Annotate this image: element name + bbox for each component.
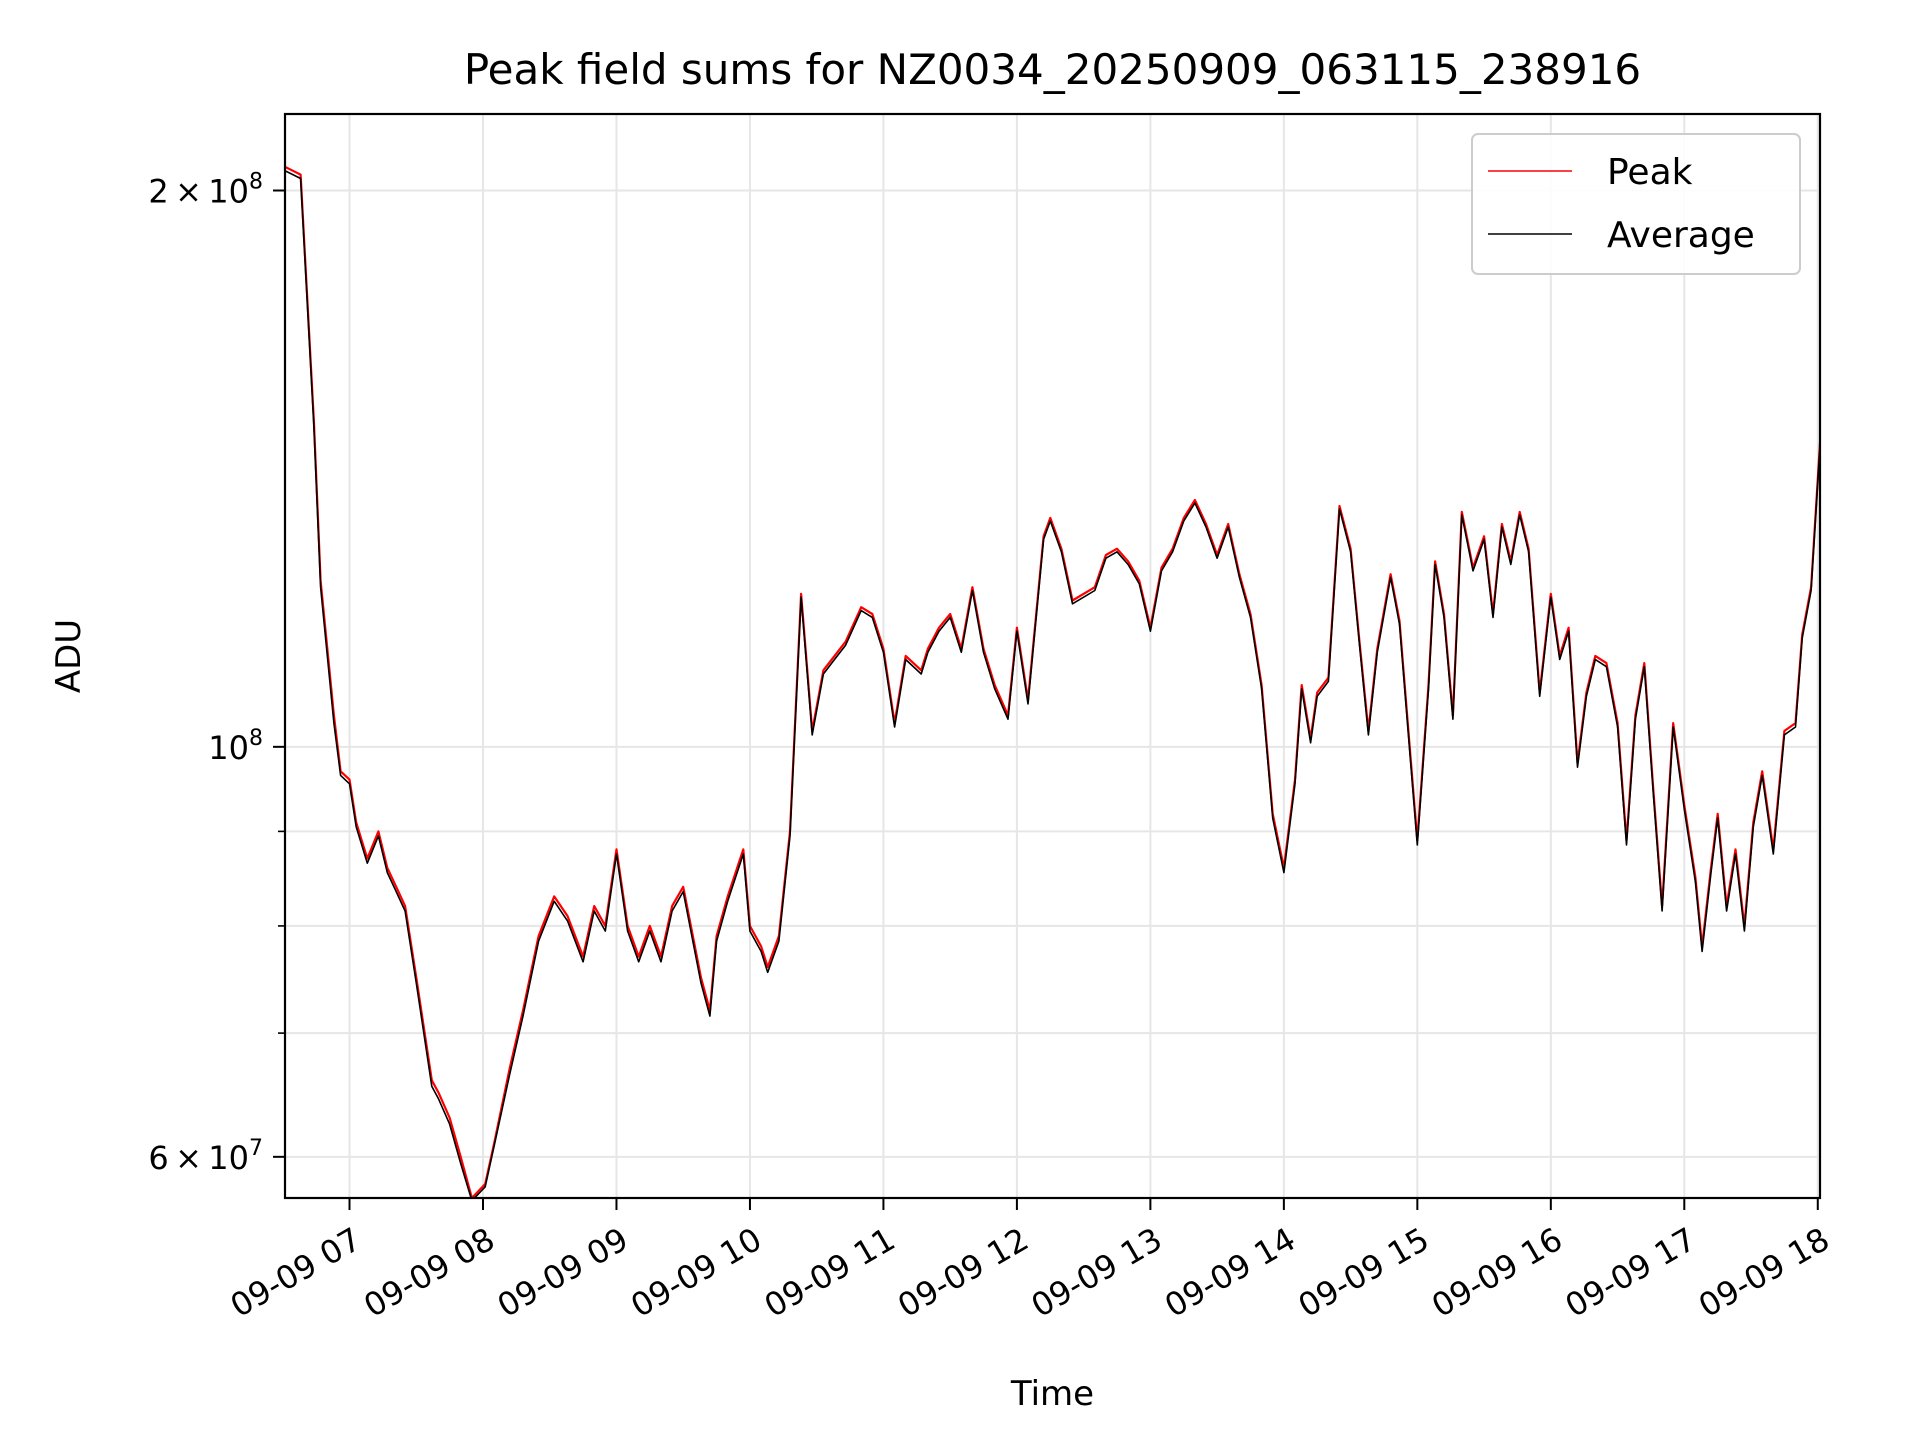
y-tick-label: 6 × 107 — [148, 1136, 263, 1177]
series-lines — [285, 165, 1820, 1198]
x-axis-label: Time — [1010, 1374, 1094, 1414]
grid-lines — [285, 114, 1820, 1198]
chart-title: Peak field sums for NZ0034_20250909_0631… — [464, 45, 1641, 94]
y-axis-label: ADU — [49, 619, 89, 693]
legend-label-average: Average — [1607, 215, 1755, 256]
legend-box — [1471, 133, 1801, 275]
y-tick-label: 2 × 108 — [148, 169, 263, 210]
y-tick-label: 108 — [208, 726, 263, 767]
legend-label-peak: Peak — [1607, 152, 1693, 193]
legend: Peak Average — [1471, 133, 1801, 275]
series-line-average — [285, 169, 1820, 1198]
plot-area-frame — [283, 112, 1822, 1200]
y-axis-ticks: 6 × 107 108 2 × 108 — [148, 169, 285, 1177]
series-line-peak — [285, 165, 1820, 1198]
